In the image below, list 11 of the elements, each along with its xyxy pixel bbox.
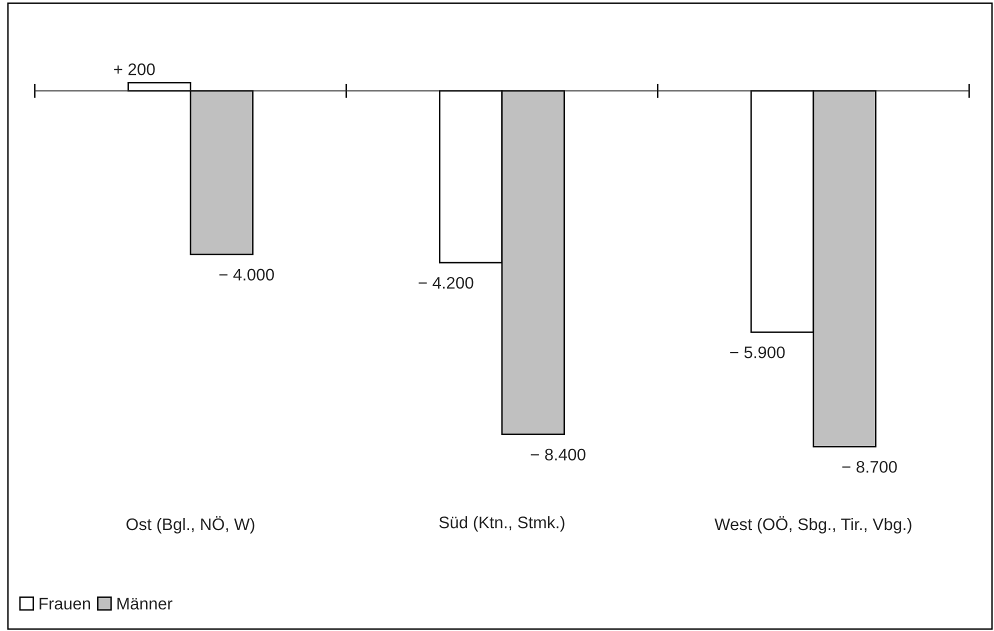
x-tick-label: Süd (Ktn., Stmk.) (439, 516, 564, 532)
x-tick-label: Ost (Bgl., NÖ, W) (126, 516, 254, 534)
x-tick-label: West (OÖ, Sbg., Tir., Vbg.) (714, 516, 912, 534)
legend-label: Frauen (40, 598, 90, 610)
legend-label: Männer (117, 598, 172, 610)
data-label: + 200 (114, 63, 155, 76)
data-label: − 8.700 (842, 460, 897, 473)
data-label: − 8.400 (530, 448, 586, 460)
data-label: − 4.000 (219, 268, 274, 281)
data-label: − 5.900 (730, 346, 785, 358)
data-label: − 4.200 (418, 276, 474, 289)
